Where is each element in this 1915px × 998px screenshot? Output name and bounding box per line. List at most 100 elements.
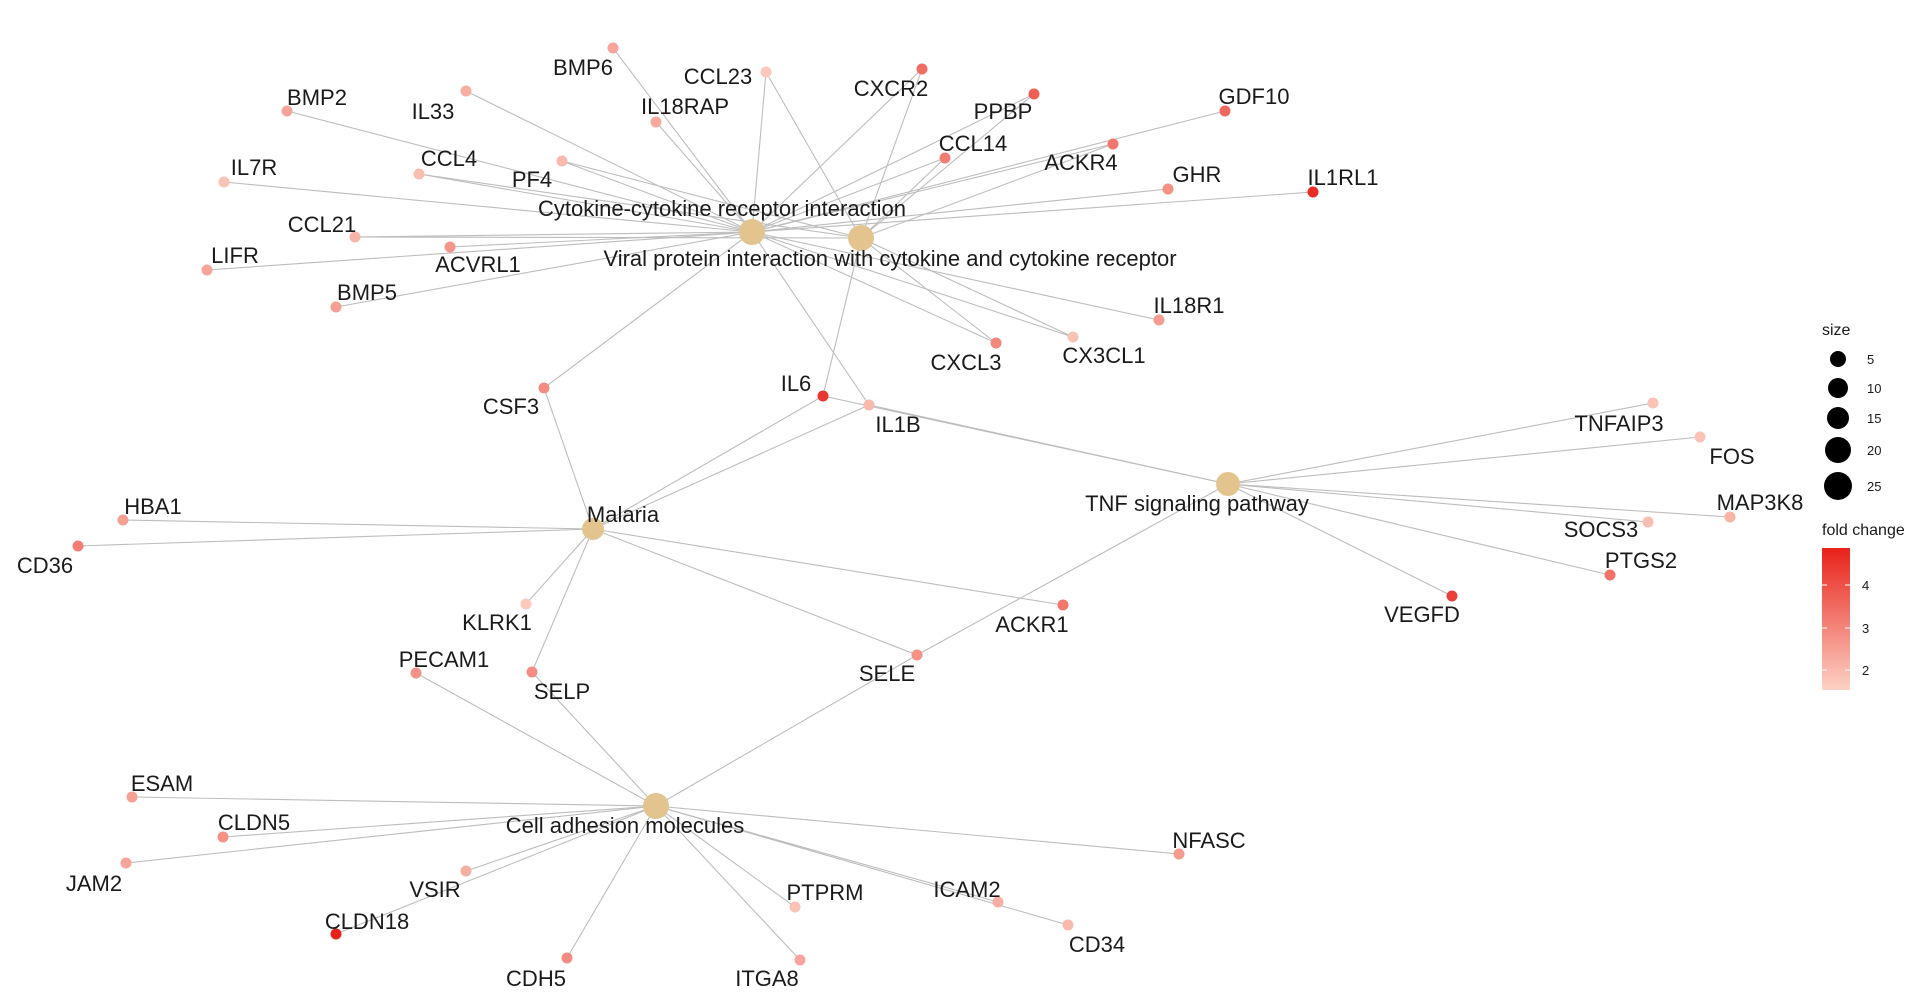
gene-label-ccl4: CCL4 bbox=[421, 146, 477, 171]
edge-ackr4-viral bbox=[860, 143, 1114, 239]
gene-label-ackr1: ACKR1 bbox=[995, 612, 1068, 637]
category-node-mal[interactable] bbox=[582, 518, 604, 540]
gene-node-il33[interactable] bbox=[460, 85, 472, 97]
size-legend-value-5: 5 bbox=[1867, 352, 1874, 367]
size-legend-value-15: 15 bbox=[1867, 411, 1881, 426]
gene-label-ccl23: CCL23 bbox=[684, 64, 752, 89]
gene-node-bmp2[interactable] bbox=[281, 105, 293, 117]
category-label-mal: Malaria bbox=[587, 502, 660, 527]
size-legend-dot-15 bbox=[1827, 407, 1849, 429]
size-legend-title: size bbox=[1822, 322, 1851, 339]
gene-node-cx3cl1[interactable] bbox=[1067, 331, 1079, 343]
gene-node-il18rap[interactable] bbox=[650, 116, 662, 128]
gene-node-itga8[interactable] bbox=[794, 954, 806, 966]
gene-node-bmp5[interactable] bbox=[330, 301, 342, 313]
edge-csf3-mal bbox=[543, 387, 594, 530]
edge-csf3-cyto bbox=[543, 231, 753, 389]
gene-label-lifr: LIFR bbox=[211, 243, 259, 268]
gene-label-ccl21: CCL21 bbox=[288, 212, 356, 237]
gene-node-il18r1[interactable] bbox=[1153, 314, 1165, 326]
category-node-cam[interactable] bbox=[643, 793, 669, 819]
category-label-cyto: Cytokine-cytokine receptor interaction bbox=[538, 196, 906, 221]
edge-il1rl1-cyto bbox=[751, 191, 1314, 233]
gene-node-cd34[interactable] bbox=[1062, 919, 1074, 931]
edge-fos-tnf bbox=[1227, 436, 1701, 485]
edge-il1b-mal bbox=[592, 404, 870, 530]
gene-node-pecam1[interactable] bbox=[410, 667, 422, 679]
labels-layer: Cytokine-cytokine receptor interaction Vi… bbox=[17, 55, 1804, 991]
gene-node-il1rl1[interactable] bbox=[1307, 186, 1319, 198]
edge-cxcr2-viral bbox=[860, 68, 923, 239]
gene-node-cd36[interactable] bbox=[72, 540, 84, 552]
gene-node-ackr4[interactable] bbox=[1107, 138, 1119, 150]
gene-node-cldn5[interactable] bbox=[217, 831, 229, 843]
gene-node-lifr[interactable] bbox=[201, 264, 213, 276]
category-node-viral[interactable] bbox=[848, 225, 874, 251]
gene-label-cdh5: CDH5 bbox=[506, 966, 566, 991]
edge-acvrl1-cyto bbox=[449, 231, 753, 248]
gene-node-ccl23[interactable] bbox=[760, 66, 772, 78]
edge-il6-viral bbox=[822, 237, 862, 397]
gene-node-hba1[interactable] bbox=[117, 514, 129, 526]
edge-il7r-cyto bbox=[223, 181, 753, 233]
gene-node-nfasc[interactable] bbox=[1173, 848, 1185, 860]
gene-node-pf4[interactable] bbox=[556, 155, 568, 167]
edge-ackr1-mal bbox=[592, 528, 1064, 606]
gene-node-csf3[interactable] bbox=[538, 382, 550, 394]
gene-node-esam[interactable] bbox=[126, 791, 138, 803]
gene-node-icam2[interactable] bbox=[992, 896, 1004, 908]
edge-lifr-cyto bbox=[206, 231, 753, 271]
gene-label-klrk1: KLRK1 bbox=[462, 610, 532, 635]
gene-node-il7r[interactable] bbox=[218, 176, 230, 188]
gene-node-vsir[interactable] bbox=[460, 865, 472, 877]
gene-node-cxcr2[interactable] bbox=[916, 63, 928, 75]
gene-node-cdh5[interactable] bbox=[561, 952, 573, 964]
gene-node-bmp6[interactable] bbox=[607, 42, 619, 54]
gene-node-ghr[interactable] bbox=[1162, 183, 1174, 195]
gene-node-selp[interactable] bbox=[526, 666, 538, 678]
gene-node-ackr1[interactable] bbox=[1057, 599, 1069, 611]
gene-label-vsir: VSIR bbox=[409, 877, 460, 902]
edge-pf4-viral bbox=[561, 160, 862, 239]
edge-ccl23-cyto bbox=[751, 71, 767, 233]
edge-ccl4-viral bbox=[418, 173, 862, 239]
gene-node-il6[interactable] bbox=[817, 390, 829, 402]
gene-node-jam2[interactable] bbox=[120, 857, 132, 869]
size-legend-dot-20 bbox=[1825, 437, 1851, 463]
gene-node-cxcl3[interactable] bbox=[990, 337, 1002, 349]
gene-label-ackr4: ACKR4 bbox=[1044, 150, 1117, 175]
gene-label-bmp2: BMP2 bbox=[287, 85, 347, 110]
gene-node-ccl14[interactable] bbox=[939, 152, 951, 164]
color-tick-label-2: 2 bbox=[1862, 663, 1869, 678]
gene-node-gdf10[interactable] bbox=[1219, 105, 1231, 117]
edge-sele-mal bbox=[592, 528, 918, 656]
gene-label-il18rap: IL18RAP bbox=[641, 94, 729, 119]
gene-node-ccl21[interactable] bbox=[349, 231, 361, 243]
gene-node-socs3[interactable] bbox=[1642, 516, 1654, 528]
gene-node-vegfd[interactable] bbox=[1446, 590, 1458, 602]
gene-node-ptgs2[interactable] bbox=[1604, 569, 1616, 581]
fold-change-colorbar bbox=[1822, 548, 1850, 690]
edge-cdh5-cam bbox=[566, 805, 657, 959]
gene-node-sele[interactable] bbox=[911, 649, 923, 661]
edge-sele-tnf bbox=[916, 483, 1229, 656]
edge-selp-cam bbox=[531, 671, 657, 807]
gene-node-ptprm[interactable] bbox=[789, 901, 801, 913]
gene-node-map3k8[interactable] bbox=[1724, 511, 1736, 523]
edge-ccl4-cyto bbox=[418, 173, 753, 233]
gene-node-ppbp[interactable] bbox=[1028, 88, 1040, 100]
gene-node-klrk1[interactable] bbox=[520, 598, 532, 610]
category-node-cyto[interactable] bbox=[739, 219, 765, 245]
gene-node-fos[interactable] bbox=[1694, 431, 1706, 443]
size-legend-value-25: 25 bbox=[1867, 479, 1881, 494]
category-label-tnf: TNF signaling pathway bbox=[1085, 491, 1309, 516]
gene-node-ccl4[interactable] bbox=[413, 168, 425, 180]
edge-nfasc-cam bbox=[655, 805, 1180, 855]
gene-node-tnfaip3[interactable] bbox=[1647, 397, 1659, 409]
edge-bmp6-cyto bbox=[612, 47, 753, 233]
gene-node-acvrl1[interactable] bbox=[444, 241, 456, 253]
gene-node-il1b[interactable] bbox=[863, 399, 875, 411]
category-node-tnf[interactable] bbox=[1216, 472, 1240, 496]
gene-node-cldn18[interactable] bbox=[330, 928, 342, 940]
